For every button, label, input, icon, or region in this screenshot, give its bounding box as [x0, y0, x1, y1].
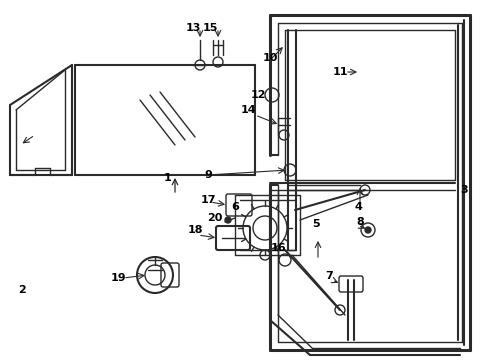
Text: 13: 13	[185, 23, 200, 33]
Text: 10: 10	[262, 53, 277, 63]
Circle shape	[224, 217, 230, 223]
Text: 8: 8	[355, 217, 363, 227]
Text: 17: 17	[200, 195, 215, 205]
Text: 5: 5	[311, 219, 319, 229]
Text: 19: 19	[110, 273, 125, 283]
Text: 11: 11	[331, 67, 347, 77]
Text: 4: 4	[353, 202, 361, 212]
Text: 15: 15	[202, 23, 217, 33]
Text: 7: 7	[325, 271, 332, 281]
Text: 20: 20	[207, 213, 222, 223]
Text: 12: 12	[250, 90, 265, 100]
Text: 3: 3	[459, 185, 467, 195]
Circle shape	[364, 227, 370, 233]
Text: 6: 6	[231, 202, 239, 212]
Text: 1: 1	[164, 173, 171, 183]
Text: 2: 2	[18, 285, 26, 295]
Text: 14: 14	[240, 105, 255, 115]
Text: 18: 18	[187, 225, 203, 235]
Text: 16: 16	[270, 243, 285, 253]
Text: 9: 9	[203, 170, 211, 180]
